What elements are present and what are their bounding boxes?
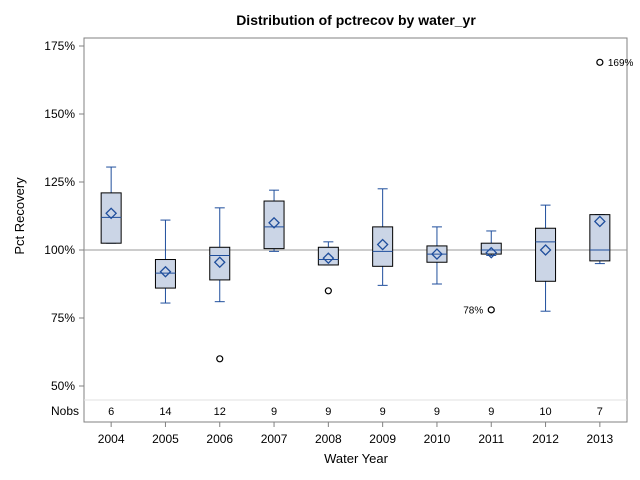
nobs-label: Nobs (51, 404, 79, 418)
y-tick-label: 50% (51, 379, 75, 393)
x-tick-label: 2011 (478, 432, 504, 446)
iqr-box (317, 246, 339, 266)
y-tick-label: 175% (44, 39, 75, 53)
nobs-values: 6 14 12 9 9 9 9 9 10 7 (108, 406, 603, 418)
x-tick-label: 2006 (206, 432, 233, 446)
mean-marker (376, 238, 389, 251)
boxes: 78% 169% (100, 58, 634, 363)
plot-frame (83, 37, 628, 423)
nobs-value: 9 (434, 406, 440, 418)
nobs-value: 9 (325, 406, 331, 418)
iqr-box (263, 200, 285, 250)
iqr-box (480, 242, 502, 255)
box-2008 (317, 241, 339, 295)
mean-marker (485, 246, 498, 259)
nobs-value: 9 (380, 406, 386, 418)
mean-marker (539, 244, 552, 256)
y-axis: 50% 75% 100% 125% 150% 175% (44, 39, 84, 393)
nobs-value: 9 (488, 406, 494, 418)
x-tick-label: 2008 (315, 432, 342, 446)
mean-marker (159, 265, 172, 278)
nobs-value: 14 (159, 406, 171, 418)
chart-title: Distribution of pctrecov by water_yr (236, 12, 476, 28)
box-2010 (426, 226, 448, 285)
x-tick-label: 2012 (532, 432, 559, 446)
box-2004 (100, 166, 122, 244)
y-tick-label: 75% (51, 311, 75, 325)
outlier-point (216, 355, 224, 363)
mean-marker (593, 215, 606, 228)
nobs-value: 10 (539, 406, 551, 418)
iqr-box (589, 214, 611, 262)
outlier-point (324, 287, 332, 295)
nobs-value: 9 (271, 406, 277, 418)
mean-marker (268, 216, 280, 229)
box-2007 (263, 189, 285, 252)
x-axis-label: Water Year (324, 451, 389, 466)
box-2011: 78% (463, 230, 502, 316)
box-2009 (372, 188, 394, 286)
x-tick-label: 2010 (424, 432, 451, 446)
mean-marker (105, 207, 118, 220)
mean-marker (431, 248, 443, 260)
y-tick-label: 125% (44, 175, 75, 189)
box-2006 (209, 207, 231, 363)
x-tick-label: 2013 (586, 432, 613, 446)
iqr-box (209, 246, 231, 281)
outlier-label: 169% (608, 58, 634, 69)
outlier-point (596, 58, 604, 66)
iqr-box (154, 259, 176, 289)
nobs-value: 12 (214, 406, 226, 418)
iqr-box (372, 226, 394, 267)
mean-marker (213, 256, 226, 269)
y-tick-label: 100% (44, 243, 75, 257)
outlier-point (487, 306, 495, 314)
outlier-label: 78% (463, 305, 483, 316)
x-tick-label: 2004 (98, 432, 125, 446)
box-2005 (154, 219, 176, 304)
x-tick-label: 2007 (261, 432, 288, 446)
x-axis: 2004 2005 2006 2007 2008 2009 2010 2011 2012 2013 (98, 422, 614, 446)
nobs-value: 7 (597, 406, 603, 418)
x-tick-label: 2005 (152, 432, 179, 446)
box-2012 (535, 204, 557, 312)
box-2013: 169% (589, 58, 634, 265)
y-tick-label: 150% (44, 107, 75, 121)
nobs-value: 6 (108, 406, 114, 418)
mean-marker (322, 252, 335, 265)
x-tick-label: 2009 (369, 432, 396, 446)
y-axis-label: Pct Recovery (12, 177, 27, 255)
